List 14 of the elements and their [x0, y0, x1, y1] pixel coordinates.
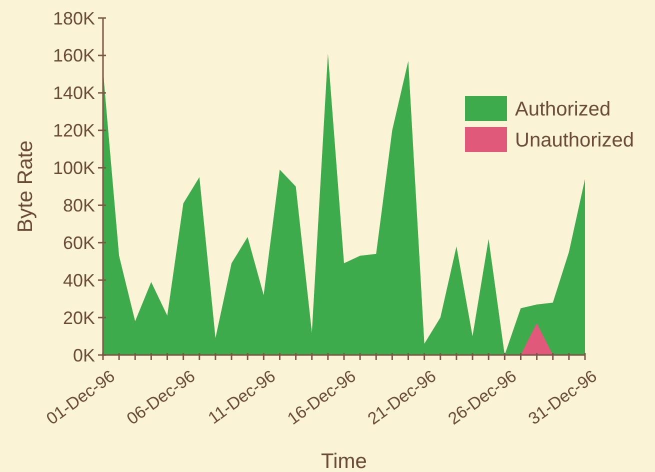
legend-label: Unauthorized	[515, 130, 634, 152]
y-tick-label: 20K	[62, 308, 95, 328]
y-tick-label: 120K	[52, 120, 95, 141]
y-tick-label: 80K	[62, 196, 95, 216]
y-tick-label: 0K	[72, 345, 95, 366]
x-axis-title: Time	[321, 450, 367, 472]
y-tick-label: 100K	[52, 158, 95, 178]
y-tick-label: 60K	[62, 232, 95, 253]
legend-label: Authorized	[515, 98, 611, 120]
y-tick-label: 180K	[52, 8, 95, 28]
y-tick-label: 160K	[52, 46, 95, 66]
y-axis-title: Byte Rate	[14, 140, 37, 233]
y-tick-label: 140K	[52, 83, 95, 104]
y-tick-label: 40K	[62, 270, 95, 290]
